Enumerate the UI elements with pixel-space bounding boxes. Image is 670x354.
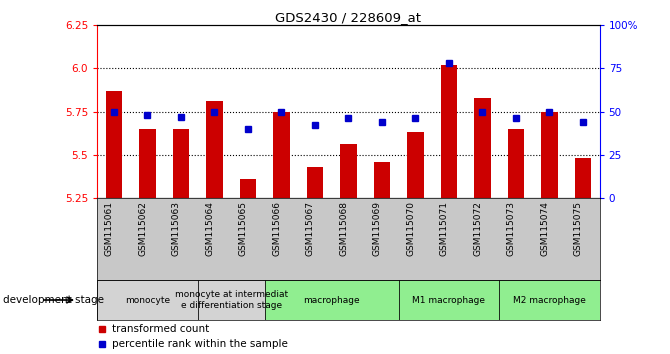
Text: GDS2430 / 228609_at: GDS2430 / 228609_at [275,11,421,24]
Bar [172,129,189,198]
Text: GSM115069: GSM115069 [373,201,382,256]
Bar [541,112,557,198]
Bar [206,101,222,198]
Text: GSM115064: GSM115064 [206,201,214,256]
Text: GSM115072: GSM115072 [474,201,482,256]
Text: percentile rank within the sample: percentile rank within the sample [112,339,288,349]
Bar [407,132,423,198]
Bar [265,280,399,320]
Text: GSM115071: GSM115071 [440,201,449,256]
Text: M1 macrophage: M1 macrophage [413,296,485,304]
Text: GSM115074: GSM115074 [541,201,549,256]
Text: GSM115066: GSM115066 [273,201,281,256]
Text: GSM115070: GSM115070 [407,201,415,256]
Text: GSM115067: GSM115067 [306,201,315,256]
Bar [399,280,499,320]
Text: GSM115063: GSM115063 [172,201,181,256]
Bar [106,91,122,198]
Text: M2 macrophage: M2 macrophage [513,296,586,304]
Text: GSM115065: GSM115065 [239,201,248,256]
Text: monocyte: monocyte [125,296,170,304]
Bar [474,98,490,198]
Text: GSM115062: GSM115062 [139,201,147,256]
Bar [306,167,323,198]
Bar [273,112,289,198]
Bar [574,158,591,198]
Text: GSM115068: GSM115068 [340,201,348,256]
Bar [340,144,356,198]
Text: monocyte at intermediat
e differentiation stage: monocyte at intermediat e differentiatio… [175,290,287,310]
Text: GSM115073: GSM115073 [507,201,516,256]
Bar [97,280,198,320]
Bar [240,179,256,198]
Text: transformed count: transformed count [112,324,210,334]
Text: GSM115061: GSM115061 [105,201,114,256]
Bar [499,280,600,320]
Bar [508,129,524,198]
Text: GSM115075: GSM115075 [574,201,583,256]
Text: macrophage: macrophage [304,296,360,304]
Bar [139,129,155,198]
Bar [374,162,390,198]
Bar [441,65,457,198]
Text: development stage: development stage [3,295,105,305]
Bar [198,280,265,320]
